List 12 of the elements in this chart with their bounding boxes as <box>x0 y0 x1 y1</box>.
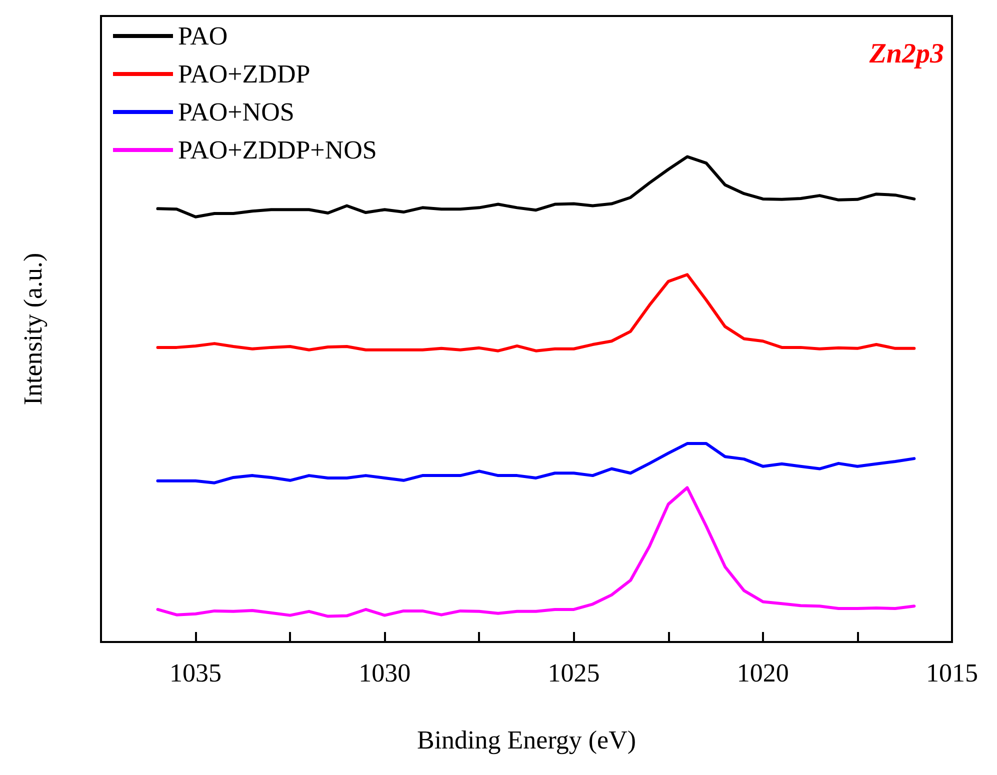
legend-label: PAO <box>178 22 228 50</box>
x-tick-label: 1030 <box>358 658 411 688</box>
x-tick-label: 1015 <box>926 658 978 688</box>
legend-label: PAO+NOS <box>178 98 294 126</box>
x-tick-label: 1035 <box>170 658 222 688</box>
y-axis-title: Intensity (a.u.) <box>18 252 48 406</box>
text: Zn2p3 <box>868 38 944 70</box>
x-axis-title: Binding Energy (eV) <box>416 726 636 754</box>
legend-label: PAO+ZDDP+NOS <box>178 136 377 164</box>
legend-label: PAO+ZDDP <box>178 60 310 88</box>
x-tick-label: 1025 <box>548 658 600 688</box>
x-tick-label: 1020 <box>736 658 789 688</box>
